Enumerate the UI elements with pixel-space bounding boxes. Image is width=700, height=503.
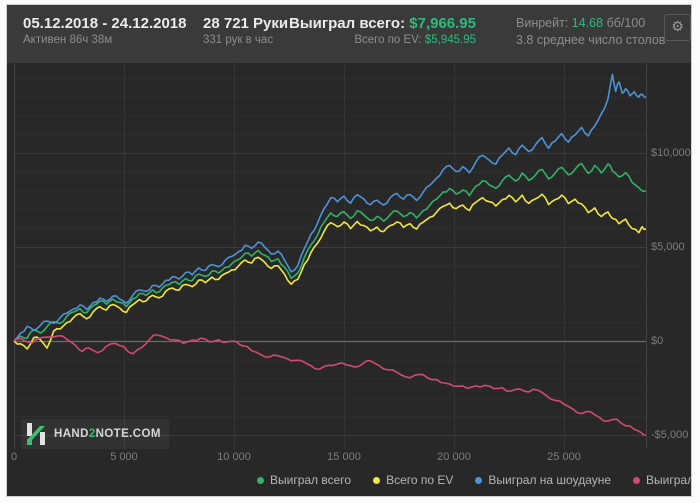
- y-axis-tick: $10,000: [651, 147, 691, 159]
- winrate-line: Винрейт: 14.68 бб/100: [516, 15, 665, 32]
- hand2note-logo-text: HAND2NOTE.COM: [54, 428, 161, 440]
- x-axis-tick: 15 000: [327, 451, 361, 463]
- legend-item-1[interactable]: Всего по EV: [373, 473, 453, 487]
- avg-tables: 3.8 среднее число столов: [516, 33, 666, 47]
- chart-legend: Выиграл всего Всего по EV Выиграл на шоуда…: [257, 473, 692, 487]
- winrate-group: Винрейт: 14.68 бб/100 3.8 среднее число …: [516, 15, 665, 49]
- equity-chart-svg: [13, 63, 647, 449]
- x-axis-tick: 10 000: [217, 451, 251, 463]
- date-range-group: 05.12.2018 - 24.12.2018 Активен 86ч 38м: [23, 14, 186, 48]
- x-axis-tick: 5 000: [110, 451, 138, 463]
- hands-group: 28 721 Руки 331 рук в час: [203, 14, 288, 48]
- won-total-line: Выиграл всего: $7,966.95: [289, 14, 476, 33]
- hand2note-session-graph-window: 05.12.2018 - 24.12.2018 Активен 86ч 38м …: [6, 4, 692, 497]
- winrate-value: 14.68: [571, 16, 604, 30]
- x-axis-labels: 0 5 000 10 000 15 000 20 000 25 000: [7, 451, 691, 465]
- hands-per-hour: 331 рук в час: [203, 34, 274, 46]
- legend-dot: [373, 476, 381, 484]
- x-axis-tick: 20 000: [437, 451, 471, 463]
- won-total-value: $7,966.95: [409, 15, 476, 32]
- series-line-2: [13, 73, 647, 342]
- legend-label: Всего по EV: [386, 473, 454, 487]
- won-total-label: Выиграл всего:: [289, 15, 406, 32]
- legend-label: Выиграл без шоудауна: [646, 473, 692, 487]
- y-axis-tick: -$5,000: [651, 429, 689, 441]
- ev-total-line: Всего по EV: $5,945.95: [289, 33, 476, 48]
- legend-item-3[interactable]: Выиграл без шоудауна: [633, 473, 692, 487]
- settings-gear-icon[interactable]: ⚙: [664, 14, 691, 41]
- y-axis-tick: $0: [651, 335, 664, 347]
- y-axis-tick: $5,000: [651, 241, 685, 253]
- legend-dot: [257, 476, 264, 484]
- hand2note-logo-icon: [27, 423, 45, 445]
- x-axis-tick: 25 000: [547, 451, 581, 463]
- x-axis-tick: 0: [10, 451, 18, 463]
- series-line-0: [13, 162, 646, 342]
- legend-item-0[interactable]: Выиграл всего: [257, 473, 351, 487]
- equity-chart[interactable]: [7, 63, 691, 449]
- legend-dot: [475, 476, 483, 484]
- series-line-1: [13, 193, 646, 350]
- hand2note-logo: HAND2NOTE.COM: [21, 419, 169, 449]
- y-axis-labels: $10,000 $5,000 $0 -$5,000: [651, 5, 691, 496]
- legend-label: Выиграл на шоудауне: [488, 473, 612, 487]
- legend-label: Выиграл всего: [270, 473, 352, 487]
- series-line-3: [13, 334, 647, 436]
- ev-total-label: Всего по EV:: [354, 34, 422, 46]
- winrate-unit: бб/100: [606, 16, 646, 30]
- ev-total-value: $5,945.95: [424, 34, 476, 46]
- hands-count: 28 721 Руки: [203, 15, 289, 32]
- active-time: Активен 86ч 38м: [23, 34, 113, 46]
- legend-item-2[interactable]: Выиграл на шоудауне: [475, 473, 611, 487]
- winrate-label: Винрейт:: [516, 16, 569, 30]
- date-range: 05.12.2018 - 24.12.2018: [23, 15, 187, 32]
- winnings-group: Выиграл всего: $7,966.95 Всего по EV: $5…: [289, 14, 476, 48]
- legend-dot: [633, 476, 641, 484]
- stats-header: 05.12.2018 - 24.12.2018 Активен 86ч 38м …: [7, 5, 691, 63]
